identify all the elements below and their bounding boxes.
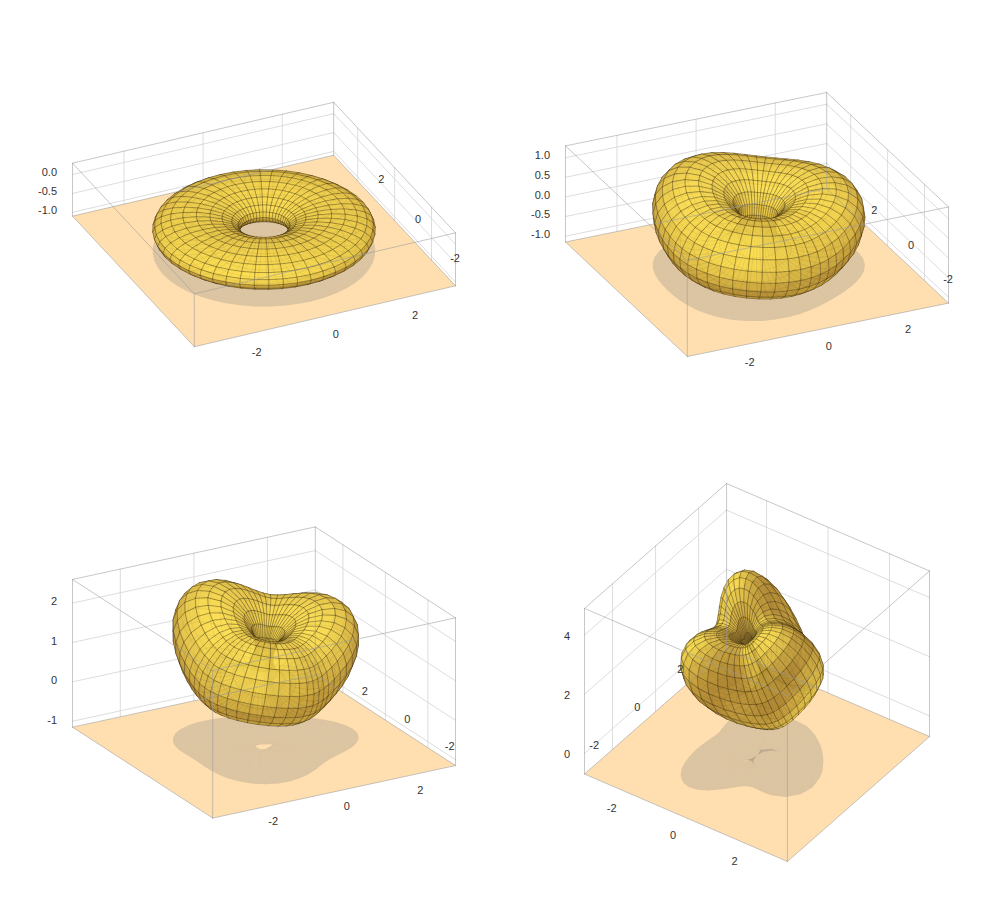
svg-text:-2: -2 [268,815,278,827]
svg-text:2: 2 [417,784,423,796]
svg-text:0: 0 [415,213,421,225]
svg-text:0: 0 [344,800,350,812]
svg-text:-2: -2 [607,802,617,814]
svg-text:2: 2 [871,204,877,216]
svg-text:-2: -2 [445,740,455,752]
svg-text:4: 4 [564,630,570,642]
svg-text:2: 2 [732,855,738,867]
svg-text:0: 0 [634,701,640,713]
svg-text:2: 2 [677,663,683,675]
svg-text:-0.5: -0.5 [531,208,550,220]
svg-text:0.5: 0.5 [535,169,550,181]
svg-text:-1.0: -1.0 [531,228,550,240]
svg-text:2: 2 [564,689,570,701]
svg-text:-1: -1 [47,714,57,726]
svg-text:1.0: 1.0 [535,149,550,161]
svg-text:-2: -2 [450,252,460,264]
svg-text:0: 0 [826,340,832,352]
svg-text:-0.5: -0.5 [38,185,57,197]
svg-text:2: 2 [362,685,368,697]
svg-text:2: 2 [51,595,57,607]
svg-text:0: 0 [908,239,914,251]
svg-text:0: 0 [333,328,339,340]
svg-text:-2: -2 [252,346,262,358]
svg-text:0: 0 [670,829,676,841]
svg-text:-2: -2 [745,356,755,368]
svg-text:0.0: 0.0 [42,166,57,178]
svg-text:2: 2 [905,323,911,335]
svg-text:0.0: 0.0 [535,189,550,201]
svg-text:-2: -2 [943,273,953,285]
svg-text:0: 0 [51,674,57,686]
svg-text:0: 0 [404,713,410,725]
svg-text:0: 0 [564,748,570,760]
svg-text:1: 1 [51,635,57,647]
svg-text:2: 2 [412,309,418,321]
svg-text:-1.0: -1.0 [38,204,57,216]
svg-text:-2: -2 [589,739,599,751]
svg-text:2: 2 [378,173,384,185]
